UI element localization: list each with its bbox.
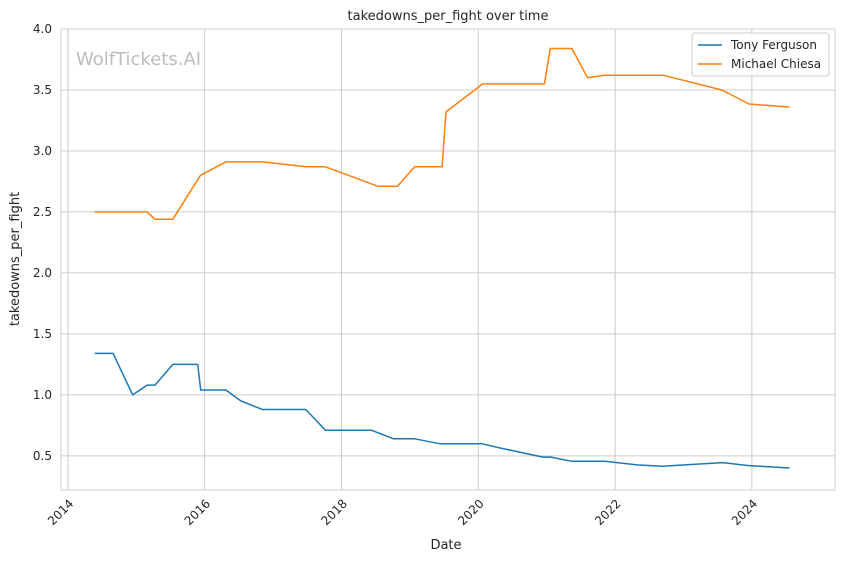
data-point-michael-chiesa: [94, 211, 95, 212]
legend-box: [691, 32, 830, 77]
data-point-tony-ferguson: [722, 462, 723, 463]
series-line-tony-ferguson: [94, 352, 790, 469]
data-point-michael-chiesa: [262, 161, 263, 162]
plot-area: [61, 29, 835, 490]
data-point-michael-chiesa: [225, 161, 226, 162]
data-point-michael-chiesa: [172, 219, 173, 220]
data-point-tony-ferguson: [638, 465, 639, 466]
y-tick-label: 3.0: [33, 144, 52, 158]
legend: Tony Ferguson Michael Chiesa: [691, 32, 830, 77]
data-point-tony-ferguson: [439, 443, 440, 444]
data-point-tony-ferguson: [550, 457, 551, 458]
data-point-tony-ferguson: [197, 364, 198, 365]
data-point-michael-chiesa: [147, 211, 148, 212]
y-tick-label: 1.5: [33, 327, 52, 341]
series-line-michael-chiesa: [94, 47, 790, 221]
data-point-tony-ferguson: [789, 468, 790, 469]
data-point-michael-chiesa: [446, 111, 447, 112]
data-point-michael-chiesa: [663, 75, 664, 76]
data-point-michael-chiesa: [482, 83, 483, 84]
chart-title: takedowns_per_fight over time: [348, 9, 549, 24]
data-point-tony-ferguson: [502, 448, 503, 449]
data-point-tony-ferguson: [604, 461, 605, 462]
data-point-michael-chiesa: [544, 83, 545, 84]
data-point-michael-chiesa: [587, 77, 588, 78]
data-point-michael-chiesa: [789, 107, 790, 108]
y-tick-label: 2.5: [33, 205, 52, 219]
x-axis-title: Date: [430, 538, 461, 553]
data-point-tony-ferguson: [543, 457, 544, 458]
data-point-tony-ferguson: [393, 438, 394, 439]
y-tick-label: 0.5: [33, 449, 52, 463]
data-point-michael-chiesa: [155, 219, 156, 220]
plot-frame: [60, 28, 836, 491]
data-point-tony-ferguson: [132, 394, 133, 395]
data-point-michael-chiesa: [397, 186, 398, 187]
legend-label-tony-ferguson: Tony Ferguson: [730, 38, 817, 52]
data-point-tony-ferguson: [113, 353, 114, 354]
data-point-michael-chiesa: [377, 186, 378, 187]
y-tick-label: 1.0: [33, 388, 52, 402]
data-point-tony-ferguson: [225, 390, 226, 391]
data-point-tony-ferguson: [748, 465, 749, 466]
watermark-text: WolfTickets.AI: [76, 49, 201, 70]
y-tick-label: 4.0: [33, 22, 52, 36]
data-point-tony-ferguson: [662, 466, 663, 467]
y-tick-label: 3.5: [33, 83, 52, 97]
data-point-michael-chiesa: [748, 104, 749, 105]
data-point-michael-chiesa: [604, 75, 605, 76]
data-point-michael-chiesa: [306, 166, 307, 167]
data-point-tony-ferguson: [414, 438, 415, 439]
data-point-michael-chiesa: [414, 166, 415, 167]
data-point-michael-chiesa: [721, 90, 722, 91]
data-point-tony-ferguson: [571, 461, 572, 462]
data-point-tony-ferguson: [262, 409, 263, 410]
y-axis-title: takedowns_per_fight: [8, 192, 23, 326]
data-point-tony-ferguson: [155, 385, 156, 386]
data-point-tony-ferguson: [200, 390, 201, 391]
series-lines: [94, 47, 790, 469]
data-point-tony-ferguson: [371, 430, 372, 431]
legend-label-michael-chiesa: Michael Chiesa: [731, 57, 821, 71]
data-point-tony-ferguson: [94, 353, 95, 354]
data-point-michael-chiesa: [571, 48, 572, 49]
data-point-tony-ferguson: [172, 364, 173, 365]
data-point-michael-chiesa: [550, 48, 551, 49]
data-point-tony-ferguson: [147, 385, 148, 386]
data-point-tony-ferguson: [241, 401, 242, 402]
data-point-tony-ferguson: [305, 409, 306, 410]
data-point-tony-ferguson: [325, 430, 326, 431]
data-point-michael-chiesa: [442, 166, 443, 167]
y-tick-label: 2.0: [33, 266, 52, 280]
data-point-michael-chiesa: [325, 166, 326, 167]
data-point-tony-ferguson: [481, 443, 482, 444]
data-point-michael-chiesa: [200, 175, 201, 176]
